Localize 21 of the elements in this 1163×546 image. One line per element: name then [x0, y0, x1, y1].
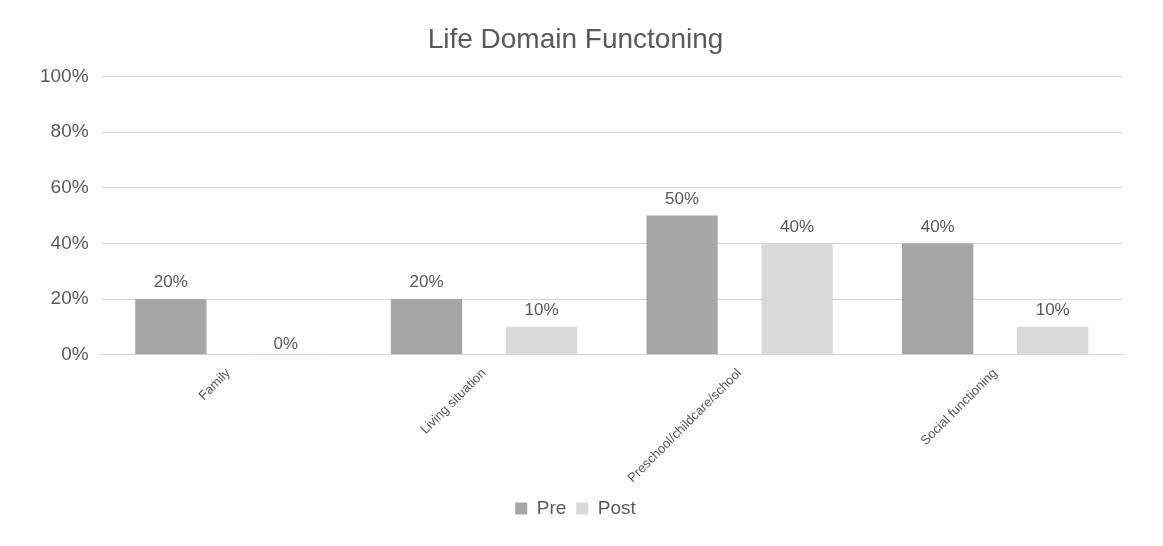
data-label: 20% [409, 272, 444, 292]
data-label: 20% [153, 272, 188, 292]
bar [135, 299, 207, 355]
data-label: 40% [920, 216, 955, 236]
y-tick-label: 20% [50, 287, 89, 309]
y-tick-label: 0% [61, 342, 89, 364]
y-tick-label: 80% [50, 120, 89, 142]
bar [902, 243, 974, 355]
chart-title: Life Domain Functoning [427, 22, 724, 54]
legend-label: Pre [536, 496, 567, 518]
data-label: 10% [524, 300, 559, 320]
data-label: 10% [1035, 300, 1070, 320]
data-label: 50% [665, 188, 700, 208]
y-tick-label: 100% [39, 64, 89, 86]
y-tick-label: 60% [50, 176, 89, 198]
legend-label: Post [597, 496, 637, 518]
data-label: 40% [780, 216, 815, 236]
bar [390, 299, 463, 355]
data-label: 0% [273, 333, 299, 353]
y-tick-label: 40% [50, 231, 89, 253]
bar [646, 215, 718, 355]
